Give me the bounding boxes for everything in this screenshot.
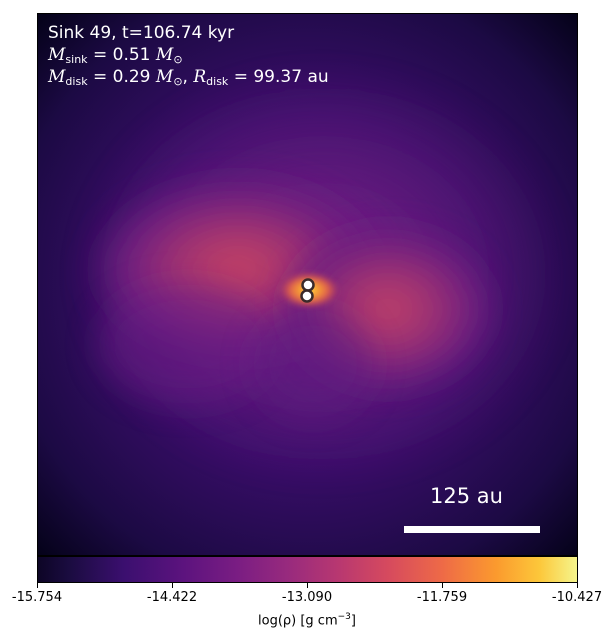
density-map [38,14,577,555]
colorbar-tick-mark [37,583,38,588]
disk-radius-subscript: disk [206,75,229,88]
colorbar [37,556,578,583]
sink-title-text: Sink 49, t=106.74 kyr [48,23,235,43]
colorbar-tick-label: -13.090 [281,590,333,605]
sink-mass-value: 0.51 [112,45,151,65]
disk-properties-label: Mdisk = 0.29 M⊙, Rdisk = 99.37 au [48,67,329,88]
density-map-panel: Sink 49, t=106.74 kyr Msink = 0.51 M⊙ Md… [37,13,578,556]
colorbar-label-exponent: −3 [337,612,351,622]
sink-marker-upper [301,278,315,292]
colorbar-tick-mark [307,583,308,588]
scale-bar [404,526,540,533]
colorbar-label-suffix: ] [350,613,356,629]
disk-mass-subscript: disk [65,75,88,88]
scale-bar-label: 125 au [430,484,503,508]
colorbar-tick-label: -11.759 [416,590,468,605]
colorbar-tick-mark [577,583,578,588]
colorbar-tick-label: -14.422 [146,590,198,605]
sink-mass-label: Msink = 0.51 M⊙ [48,45,183,66]
colorbar-tick-label: -15.754 [11,590,63,605]
colorbar-tick-mark [442,583,443,588]
sink-mass-subscript: sink [65,53,88,66]
sink-marker-lower [300,289,314,303]
density-arm-lower [253,309,373,419]
disk-mass-value: 0.29 [112,67,151,87]
density-arm-left [98,284,278,404]
colorbar-tick-mark [172,583,173,588]
colorbar-label: log(ρ) [g cm−3] [258,612,356,628]
colorbar-tick-label: -10.427 [551,590,603,605]
sink-title: Sink 49, t=106.74 kyr [48,22,234,44]
disk-radius-value: 99.37 [253,67,303,87]
colorbar-label-prefix: log(ρ) [g cm [258,613,338,629]
disk-radius-unit: au [307,67,329,87]
